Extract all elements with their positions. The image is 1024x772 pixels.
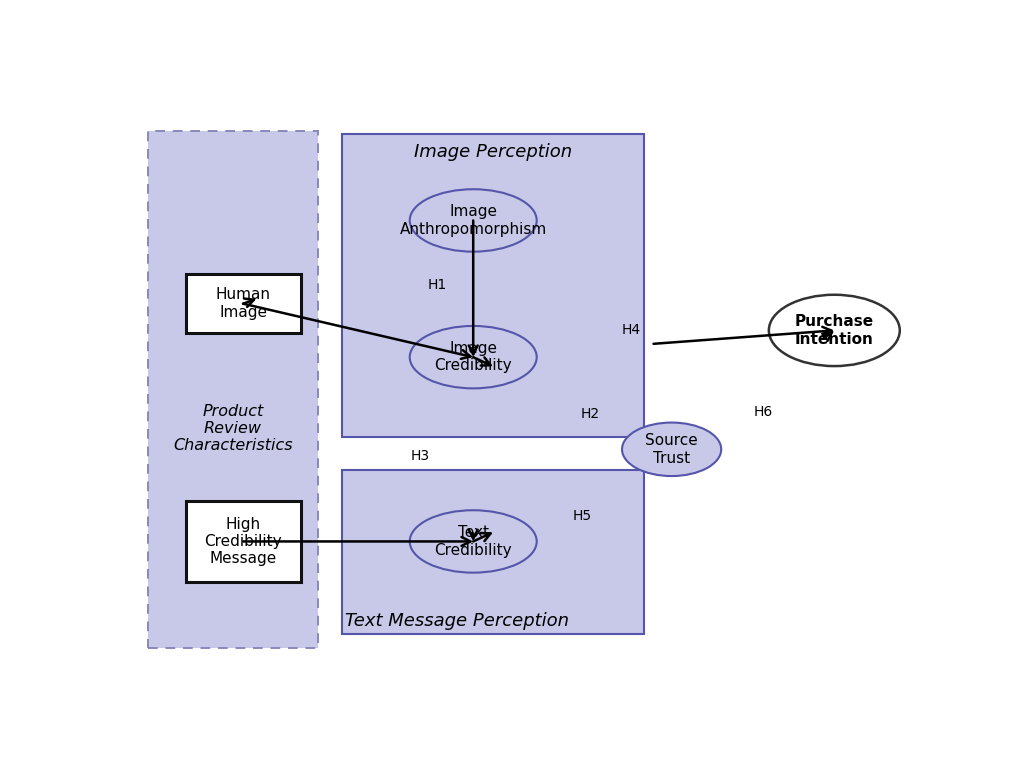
Text: Purchase
Intention: Purchase Intention — [795, 314, 873, 347]
Text: H3: H3 — [411, 449, 430, 463]
Text: Image Perception: Image Perception — [414, 143, 572, 161]
Ellipse shape — [410, 326, 537, 388]
FancyBboxPatch shape — [342, 470, 644, 634]
Ellipse shape — [622, 422, 721, 476]
Text: Product
Review
Characteristics: Product Review Characteristics — [173, 404, 293, 453]
Text: H2: H2 — [581, 407, 599, 421]
Ellipse shape — [769, 295, 900, 366]
Ellipse shape — [410, 510, 537, 573]
Text: H1: H1 — [428, 278, 447, 293]
Text: H5: H5 — [572, 509, 592, 523]
FancyBboxPatch shape — [185, 501, 301, 581]
Text: High
Credibility
Message: High Credibility Message — [204, 516, 282, 567]
Text: Text Message Perception: Text Message Perception — [345, 611, 569, 629]
Text: Text
Credibility: Text Credibility — [434, 525, 512, 557]
FancyBboxPatch shape — [147, 131, 318, 648]
FancyBboxPatch shape — [342, 134, 644, 438]
Text: Source
Trust: Source Trust — [645, 433, 698, 466]
Text: H4: H4 — [622, 323, 641, 337]
Text: Image
Credibility: Image Credibility — [434, 341, 512, 374]
Text: H6: H6 — [754, 405, 772, 419]
Ellipse shape — [410, 189, 537, 252]
Text: Image
Anthropomorphism: Image Anthropomorphism — [399, 205, 547, 237]
FancyBboxPatch shape — [185, 274, 301, 334]
Text: Human
Image: Human Image — [216, 287, 270, 320]
